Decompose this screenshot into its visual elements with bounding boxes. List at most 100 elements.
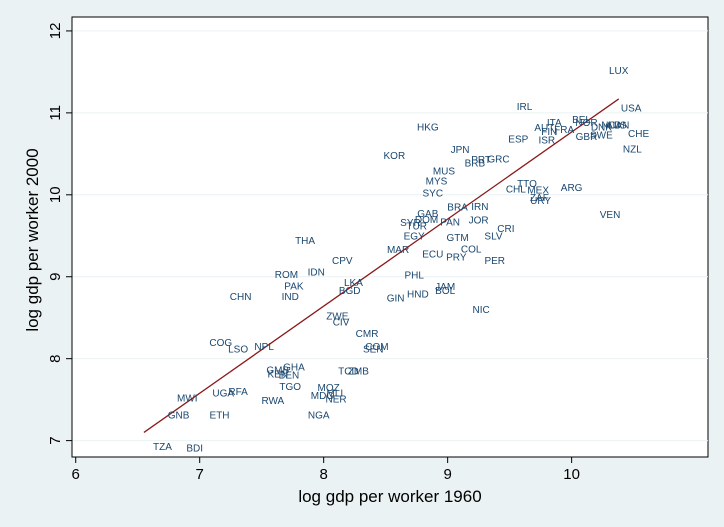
point-label: PAK xyxy=(284,281,304,292)
point-label: KOR xyxy=(384,151,406,162)
point-label: GMB xyxy=(266,366,289,377)
point-label: CPV xyxy=(332,256,353,267)
point-label: LSO xyxy=(228,344,248,355)
point-label: ARG xyxy=(561,183,583,194)
point-label: PHL xyxy=(404,271,424,282)
point-label: MWI xyxy=(177,394,198,405)
point-label: SYR xyxy=(400,218,421,229)
point-label: FIN xyxy=(541,127,557,138)
y-ticks: 7 8 9 10 11 12 xyxy=(47,23,72,445)
point-label: TUR xyxy=(406,221,427,232)
x-tick-label: 10 xyxy=(563,466,580,483)
point-label: COL xyxy=(461,244,482,255)
point-label: JPN xyxy=(451,145,470,156)
y-tick-label: 11 xyxy=(47,105,64,121)
point-label: MOZ xyxy=(318,383,340,394)
point-label: CRI xyxy=(497,224,514,235)
point-label: KEN xyxy=(268,370,289,381)
point-label: IND xyxy=(282,292,299,303)
point-label: CMR xyxy=(356,329,379,340)
point-label: THA xyxy=(295,236,315,247)
y-tick-label: 10 xyxy=(47,186,64,203)
x-tick-label: 9 xyxy=(443,466,451,483)
point-label: HKG xyxy=(417,122,439,133)
point-label: VEN xyxy=(600,210,621,221)
point-label: URY xyxy=(530,196,551,207)
point-label: GIN xyxy=(387,294,405,305)
point-label: CIV xyxy=(333,317,350,328)
x-tick-label: 7 xyxy=(196,466,204,483)
point-label: AUT xyxy=(534,123,554,134)
point-label: PRT xyxy=(471,155,491,166)
x-ticks: 6 7 8 9 10 xyxy=(72,457,580,483)
x-tick-label: 8 xyxy=(320,466,328,483)
point-label: LUX xyxy=(609,66,629,77)
point-label: FRA xyxy=(554,125,574,136)
point-label: BDI xyxy=(186,443,203,454)
point-label: TGO xyxy=(279,382,301,393)
point-label: JAM xyxy=(435,282,455,293)
x-tick-label: 6 xyxy=(72,466,80,483)
point-label: JOR xyxy=(469,216,489,227)
point-label: MLI xyxy=(326,389,343,400)
point-label: NGA xyxy=(308,411,330,422)
point-label: PAN xyxy=(440,217,460,228)
point-label: NZL xyxy=(623,144,642,155)
point-label: SWE xyxy=(590,130,613,141)
point-label: NER xyxy=(326,394,347,405)
point-label: GHA xyxy=(283,362,305,373)
point-label: ZAF xyxy=(530,193,549,204)
point-label: PER xyxy=(484,256,505,267)
point-label: TZA xyxy=(153,442,172,453)
y-tick-label: 12 xyxy=(47,23,64,40)
point-label: CAN xyxy=(608,121,629,132)
y-tick-label: 8 xyxy=(47,355,64,363)
point-label: NPL xyxy=(254,342,274,353)
point-label: GTM xyxy=(446,233,468,244)
point-label: ETH xyxy=(210,411,230,422)
point-label: EGY xyxy=(404,231,425,242)
point-label: MUS xyxy=(433,167,456,178)
point-label: MDG xyxy=(311,391,335,402)
point-label: BGD xyxy=(339,286,361,297)
point-label: BEL xyxy=(572,115,591,126)
point-label: TCD xyxy=(338,366,359,377)
y-tick-label: 9 xyxy=(47,273,64,281)
grid xyxy=(72,30,708,442)
point-label: ZMB xyxy=(348,366,369,377)
point-label: ITA xyxy=(547,118,562,129)
point-label: GAB xyxy=(417,209,438,220)
point-label: DNK xyxy=(591,122,612,133)
point-label: NOR xyxy=(575,118,597,129)
point-label: AUS xyxy=(606,121,627,132)
point-label: ISR xyxy=(538,135,555,146)
point-label: BRB xyxy=(465,158,486,169)
point-label: MYS xyxy=(426,176,448,187)
fitted-line xyxy=(143,98,620,433)
point-label: COG xyxy=(209,338,232,349)
point-label: ESP xyxy=(508,135,528,146)
point-label: MEX xyxy=(527,185,549,196)
axes xyxy=(71,17,708,458)
point-label: HND xyxy=(407,289,429,300)
point-label: MAR xyxy=(387,245,409,256)
point-label: GRC xyxy=(487,154,509,165)
point-label: COM xyxy=(365,342,388,353)
point-label: TTO xyxy=(517,179,537,190)
point-label: SYC xyxy=(422,189,443,200)
point-label: ROM xyxy=(275,270,298,281)
point-label: PRY xyxy=(446,253,467,264)
point-label: GBR xyxy=(576,132,598,143)
point-label: DOM xyxy=(415,215,438,226)
point-label: IRN xyxy=(471,202,488,213)
point-label: CHE xyxy=(628,129,649,140)
point-label: CHN xyxy=(230,292,252,303)
y-axis-title: log gdp per worker 2000 xyxy=(23,148,42,331)
point-label: RWA xyxy=(261,396,284,407)
point-label: ZWE xyxy=(326,312,349,323)
point-label: LKA xyxy=(344,278,363,289)
point-label: NIC xyxy=(473,305,490,316)
